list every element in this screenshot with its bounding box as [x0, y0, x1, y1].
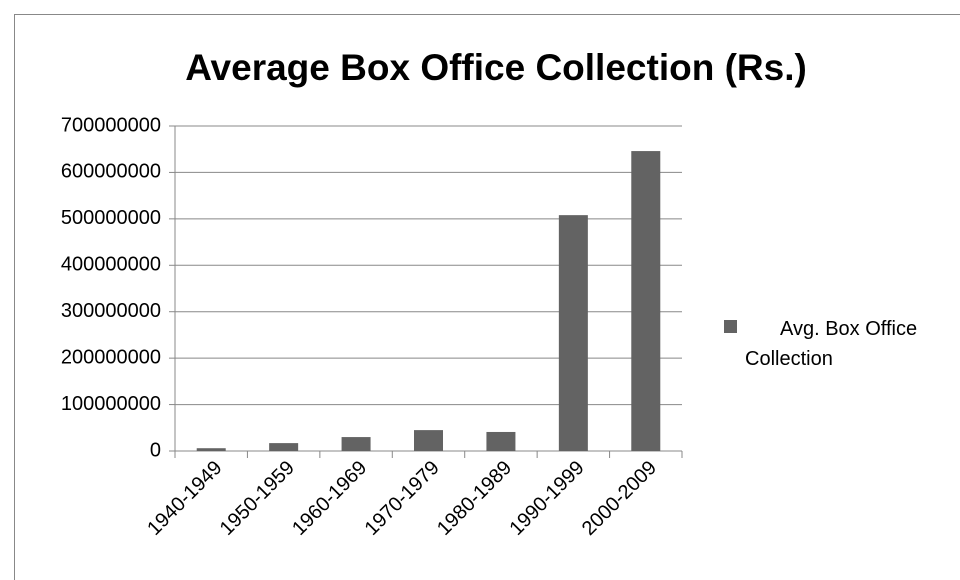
bar: [631, 151, 661, 452]
x-tick-label: 1960-1969: [288, 457, 371, 540]
x-tick-label: 1940-1949: [143, 457, 226, 540]
legend-swatch: [724, 320, 737, 333]
bar: [558, 215, 588, 451]
x-tick-label: 2000-2009: [578, 457, 661, 540]
x-tick-label: 1970-1979: [361, 457, 444, 540]
y-tick-label: 400000000: [61, 254, 161, 276]
x-tick-label: 1980-1989: [433, 457, 516, 540]
bar: [414, 430, 443, 451]
x-tick-label: 1990-1999: [505, 457, 588, 540]
bar: [341, 437, 371, 451]
y-tick-label: 200000000: [61, 346, 161, 368]
bar: [269, 443, 299, 451]
y-tick-label: 600000000: [61, 161, 161, 183]
legend-label: Avg. Box Office Collection: [745, 318, 918, 370]
bar: [486, 431, 516, 451]
bar: [196, 448, 226, 451]
y-tick-label: 0: [150, 439, 161, 461]
y-tick-label: 100000000: [61, 393, 161, 415]
chart-border: [14, 14, 960, 580]
y-tick-label: 700000000: [61, 114, 161, 136]
x-tick-label: 1950-1959: [216, 457, 299, 540]
chart-title: Average Box Office Collection (Rs.): [185, 47, 807, 88]
y-tick-label: 300000000: [61, 300, 161, 322]
y-tick-label: 500000000: [61, 207, 161, 229]
